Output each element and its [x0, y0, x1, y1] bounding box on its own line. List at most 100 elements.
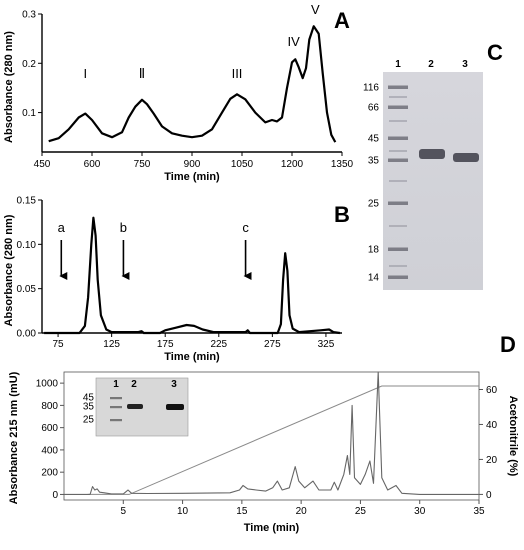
y-tick-label-d: 600 — [41, 423, 58, 434]
y-tick-label-b: 0.00 — [17, 329, 37, 340]
lane-label-3: 3 — [462, 59, 468, 70]
y-tick-label-d: 200 — [41, 468, 58, 479]
inset-band-lane-2 — [127, 404, 143, 409]
x-tick-label-d: 15 — [236, 506, 248, 517]
x-tick-label-b: 275 — [264, 339, 281, 350]
marker-label-66: 66 — [368, 103, 380, 114]
marker-label-35: 35 — [368, 156, 380, 167]
peak-label-Ⅱ: Ⅱ — [139, 66, 145, 81]
marker-band-18 — [388, 247, 408, 251]
trace-b — [44, 216, 341, 335]
y-tick-label-a: 0.2 — [22, 59, 36, 70]
gel-panel-c: 1 2 3 116 66 45 35 25 18 14 C — [363, 40, 503, 290]
x-axis-label-b: Time (min) — [164, 351, 220, 363]
acetonitrile-gradient — [87, 385, 479, 495]
lane-label-2: 2 — [428, 59, 434, 70]
x-tick-label-a: 900 — [184, 159, 201, 170]
ladder-smear — [389, 150, 407, 152]
inset-marker-label-25: 25 — [83, 415, 95, 426]
inset-lane-label-3: 3 — [171, 379, 177, 390]
y-tick-label-a: 0.3 — [22, 10, 36, 21]
y2-tick-label-d: 20 — [486, 455, 498, 466]
marker-label-25: 25 — [368, 199, 380, 210]
x-tick-label-a: 1200 — [281, 159, 304, 170]
peak-label-III: III — [232, 66, 243, 81]
chart-panel-d: 5 10 15 20 25 30 35020040060080010000204060Tim… — [8, 332, 519, 534]
y-tick-label-d: 0 — [52, 490, 58, 501]
y-axis-label-a: Absorbance (280 nm) — [3, 31, 15, 143]
y-tick-label-b: 0.10 — [17, 240, 37, 251]
trace-d — [64, 371, 479, 495]
arrow-label-c: c — [242, 220, 249, 235]
x-tick-label-d: 30 — [414, 506, 426, 517]
marker-label-18: 18 — [368, 245, 380, 256]
y-tick-label-a: 0.1 — [22, 108, 36, 119]
peak-label-I: I — [84, 66, 88, 81]
ladder-smear — [389, 96, 407, 98]
peak-label-V: V — [311, 2, 320, 17]
x-tick-label-b: 125 — [103, 339, 120, 350]
x-tick-label-b: 225 — [210, 339, 227, 350]
inset-marker-band-45 — [110, 397, 122, 400]
marker-band-25 — [388, 201, 408, 205]
panel-label-b: B — [334, 202, 350, 227]
ladder-smear — [389, 225, 407, 227]
inset-marker-band-35 — [110, 406, 122, 409]
arrow-label-b: b — [120, 220, 127, 235]
inset-marker-band-25 — [110, 419, 122, 422]
marker-label-116: 116 — [363, 83, 379, 94]
x-tick-label-b: 175 — [157, 339, 174, 350]
y2-axis-label-d: Acetonitrile (%) — [507, 396, 519, 477]
x-tick-label-b: 75 — [53, 339, 65, 350]
x-axis-label-a: Time (min) — [164, 171, 220, 183]
ladder-smear — [389, 180, 407, 182]
x-tick-label-d: 35 — [473, 506, 485, 517]
arrow-label-a: a — [58, 220, 66, 235]
inset-marker-label-35: 35 — [83, 402, 95, 413]
x-tick-label-a: 600 — [84, 159, 101, 170]
marker-label-14: 14 — [368, 273, 380, 284]
y2-tick-label-d: 40 — [486, 420, 498, 431]
peak-label-IV: IV — [288, 34, 301, 49]
inset-lane-label-2: 2 — [131, 379, 137, 390]
x-tick-label-d: 20 — [296, 506, 308, 517]
y-tick-label-b: 0.05 — [17, 284, 37, 295]
x-tick-label-a: 1350 — [331, 159, 354, 170]
inset-band-lane-3 — [166, 404, 184, 410]
x-tick-label-a: 450 — [34, 159, 51, 170]
panel-label-a: A — [334, 8, 350, 33]
lane-label-1: 1 — [395, 59, 401, 70]
panel-label-d: D — [500, 332, 516, 357]
y2-tick-label-d: 60 — [486, 385, 498, 396]
x-axis-label-d: Time (min) — [244, 522, 300, 534]
x-tick-label-b: 325 — [318, 339, 335, 350]
chart-panel-b: 75 125 175 225 275 325 0.00 0.05 0.10 0.15 Time (m… — [3, 196, 350, 364]
marker-band-35 — [388, 158, 408, 162]
sample-band-lane-3 — [453, 153, 479, 162]
x-tick-label-a: 1050 — [231, 159, 254, 170]
y-tick-label-b: 0.15 — [17, 196, 37, 207]
trace-a — [48, 25, 337, 143]
x-tick-label-d: 10 — [177, 506, 189, 517]
inset-marker-label-45: 45 — [83, 393, 95, 404]
y-axis-label-b: Absorbance (280 nm) — [3, 214, 15, 326]
panel-label-c: C — [487, 40, 503, 65]
y-tick-label-d: 400 — [41, 445, 58, 456]
inset-lane-label-1: 1 — [113, 379, 119, 390]
marker-band-14 — [388, 275, 408, 279]
ladder-smear — [389, 265, 407, 267]
x-tick-label-a: 750 — [134, 159, 151, 170]
y-tick-label-d: 800 — [41, 401, 58, 412]
y-axis-label-d: Absorbance 215 nm (mU) — [8, 371, 20, 504]
marker-label-45: 45 — [368, 134, 380, 145]
ladder-smear — [389, 120, 407, 122]
plot-frame-d — [63, 371, 480, 501]
x-tick-label-d: 5 — [121, 506, 127, 517]
marker-band-45 — [388, 136, 408, 140]
chart-panel-a: 450 600 750 900 1050 1200 1350 0.1 0.2 0.3 Time (m… — [3, 2, 354, 183]
y-tick-label-d: 1000 — [36, 379, 59, 390]
y2-tick-label-d: 0 — [486, 490, 492, 501]
x-tick-label-d: 25 — [355, 506, 367, 517]
marker-band-66 — [388, 105, 408, 109]
